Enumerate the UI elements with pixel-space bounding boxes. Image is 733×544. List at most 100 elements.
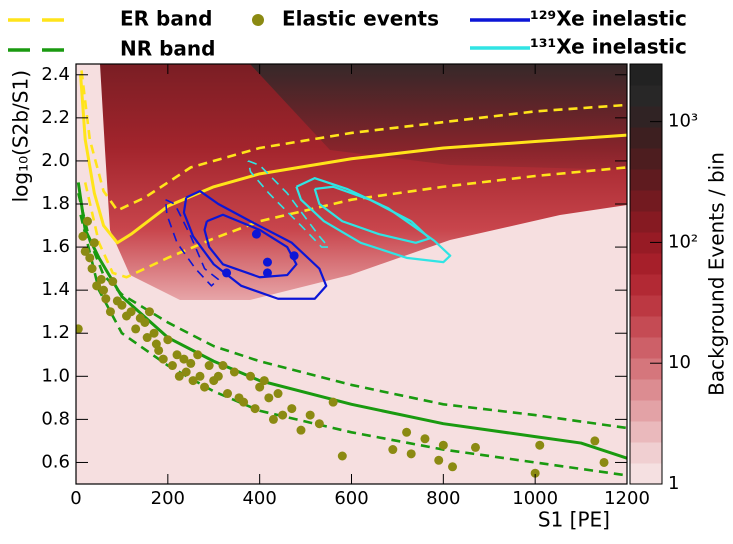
event-point	[96, 274, 106, 284]
y-tick-label: 1.8	[41, 193, 70, 214]
event-point	[131, 324, 141, 334]
band-line	[83, 166, 627, 279]
event-point	[92, 281, 102, 291]
candidate-point	[289, 251, 299, 261]
event-point	[80, 246, 90, 256]
event-point	[126, 307, 136, 317]
event-point	[167, 361, 177, 371]
event-point	[328, 397, 338, 407]
x-axis-label: S1 [PE]	[538, 508, 610, 532]
contour	[313, 185, 431, 244]
colorbar-tick-label: 1	[668, 473, 679, 494]
event-point	[195, 371, 205, 381]
event-point	[181, 367, 191, 377]
y-tick-label: 1.6	[41, 236, 70, 257]
x-tick-label: 1000	[512, 488, 558, 509]
event-point	[142, 333, 152, 343]
event-point	[599, 457, 609, 467]
legend-label: Elastic events	[282, 7, 439, 31]
event-point	[179, 354, 189, 364]
event-point	[255, 382, 265, 392]
colorbar-step	[630, 274, 662, 296]
y-tick-label: 2.2	[41, 107, 70, 128]
event-point	[590, 436, 600, 446]
x-tick-label: 600	[334, 488, 368, 509]
y-axis-label: log₁₀(S2b/S1)	[9, 70, 33, 202]
event-point	[278, 410, 288, 420]
candidate-point	[222, 268, 232, 278]
event-point	[438, 440, 448, 450]
event-point	[264, 393, 274, 403]
y-tick-label: 2.4	[41, 64, 70, 85]
event-point	[535, 440, 545, 450]
colorbar-step	[630, 190, 662, 212]
colorbar-step	[630, 421, 662, 443]
event-point	[76, 324, 83, 334]
colorbar-step	[630, 316, 662, 338]
colorbar-step	[630, 232, 662, 254]
event-point	[420, 434, 430, 444]
y-tick-label: 1.4	[41, 279, 70, 300]
colorbar-step	[630, 64, 662, 86]
event-point	[470, 442, 480, 452]
colorbar-step	[630, 295, 662, 317]
colorbar-step	[630, 358, 662, 380]
event-point	[259, 376, 269, 386]
event-point	[448, 462, 458, 472]
legend-label: ¹²⁹Xe inelastic	[530, 7, 687, 31]
event-point	[287, 404, 297, 414]
event-point	[200, 382, 210, 392]
y-tick-label: 0.6	[41, 451, 70, 472]
legend-label: ¹³¹Xe inelastic	[530, 35, 687, 59]
x-tick-label: 1200	[604, 488, 650, 509]
event-point	[273, 389, 283, 399]
event-point	[223, 389, 233, 399]
contour	[203, 213, 298, 279]
x-tick-label: 400	[242, 488, 276, 509]
band-line	[79, 74, 627, 245]
event-point	[101, 294, 111, 304]
event-point	[172, 350, 182, 360]
candidate-point	[251, 229, 261, 239]
event-point	[188, 376, 198, 386]
event-point	[218, 361, 228, 371]
candidate-point	[262, 257, 272, 267]
colorbar-tick-label: 10²	[668, 231, 698, 252]
event-point	[239, 397, 249, 407]
colorbar-step	[630, 211, 662, 233]
colorbar-step	[630, 85, 662, 107]
event-point	[250, 404, 260, 414]
event-point	[85, 253, 95, 263]
event-point	[105, 307, 115, 317]
x-tick-label: 0	[70, 488, 81, 509]
event-point	[337, 451, 347, 461]
colorbar-step	[630, 379, 662, 401]
colorbar-step	[630, 337, 662, 359]
colorbar-step	[630, 400, 662, 422]
contour	[295, 177, 452, 264]
event-point	[87, 264, 97, 274]
colorbar-frame	[629, 63, 663, 485]
event-point	[144, 307, 154, 317]
x-tick-label: 200	[151, 488, 185, 509]
contour	[247, 160, 330, 248]
colorbar-step	[630, 253, 662, 275]
event-point	[140, 317, 150, 327]
event-point	[158, 354, 168, 364]
event-point	[296, 425, 306, 435]
colorbar-step	[630, 106, 662, 128]
contour	[182, 189, 328, 300]
event-point	[204, 361, 214, 371]
band-line	[77, 192, 627, 430]
colorbar-step	[630, 169, 662, 191]
y-tick-label: 2.0	[41, 150, 70, 171]
candidate-point	[262, 268, 272, 278]
event-point	[99, 285, 109, 295]
y-tick-label: 1.2	[41, 322, 70, 343]
event-point	[193, 350, 203, 360]
colorbar: 1 10 10² 10³	[629, 63, 698, 494]
event-point	[82, 216, 92, 226]
event-point	[388, 445, 398, 455]
event-point	[154, 345, 164, 355]
